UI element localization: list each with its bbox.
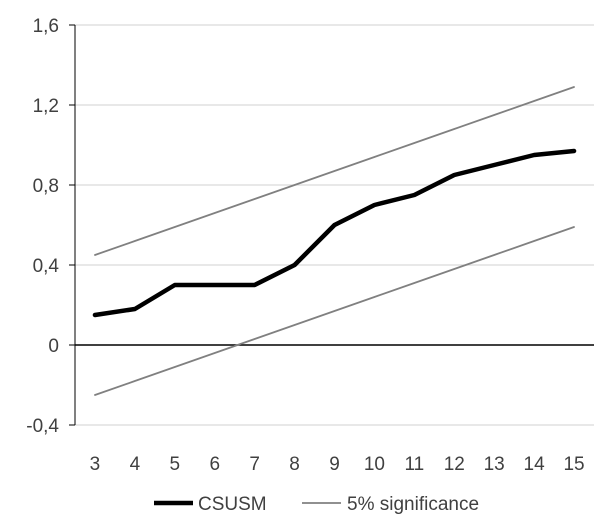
x-tick-label: 6: [209, 454, 220, 475]
gridlines: [75, 24, 594, 426]
x-tick-label: 12: [444, 454, 465, 475]
y-tick-label: 0,4: [33, 256, 60, 277]
x-tick-label: 15: [563, 454, 584, 475]
x-tick-label: 10: [364, 454, 385, 475]
series-line-lower-significance: [94, 226, 575, 396]
y-tick-label: 1,2: [33, 96, 59, 117]
y-tick-label: -0,4: [26, 416, 59, 437]
y-tick-label: 1,6: [33, 16, 59, 37]
x-tick-labels: 3 4 5 6 7 8 9 10 11 12 13 14 15: [90, 454, 585, 475]
y-tick-label: 0,8: [33, 176, 59, 197]
y-tick-label: 0: [48, 336, 59, 357]
x-tick-label: 4: [130, 454, 141, 475]
axes: [69, 24, 594, 426]
legend-label-csusm: CSUSM: [198, 494, 267, 515]
x-tick-label: 8: [289, 454, 300, 475]
x-tick-label: 3: [90, 454, 101, 475]
x-tick-label: 9: [329, 454, 340, 475]
x-tick-label: 7: [249, 454, 260, 475]
series-lines: [92, 86, 577, 396]
series-line-upper-significance: [94, 86, 575, 256]
legend-label-significance: 5% significance: [347, 494, 479, 515]
x-tick-label: 5: [170, 454, 181, 475]
x-tick-label: 14: [524, 454, 546, 475]
y-tick-labels: -0,4 0 0,4 0,8 1,2 1,6: [26, 16, 59, 437]
legend: CSUSM 5% significance: [154, 494, 479, 515]
x-tick-label: 13: [484, 454, 505, 475]
x-tick-label: 11: [404, 454, 424, 475]
series-line-csusm: [92, 148, 577, 318]
